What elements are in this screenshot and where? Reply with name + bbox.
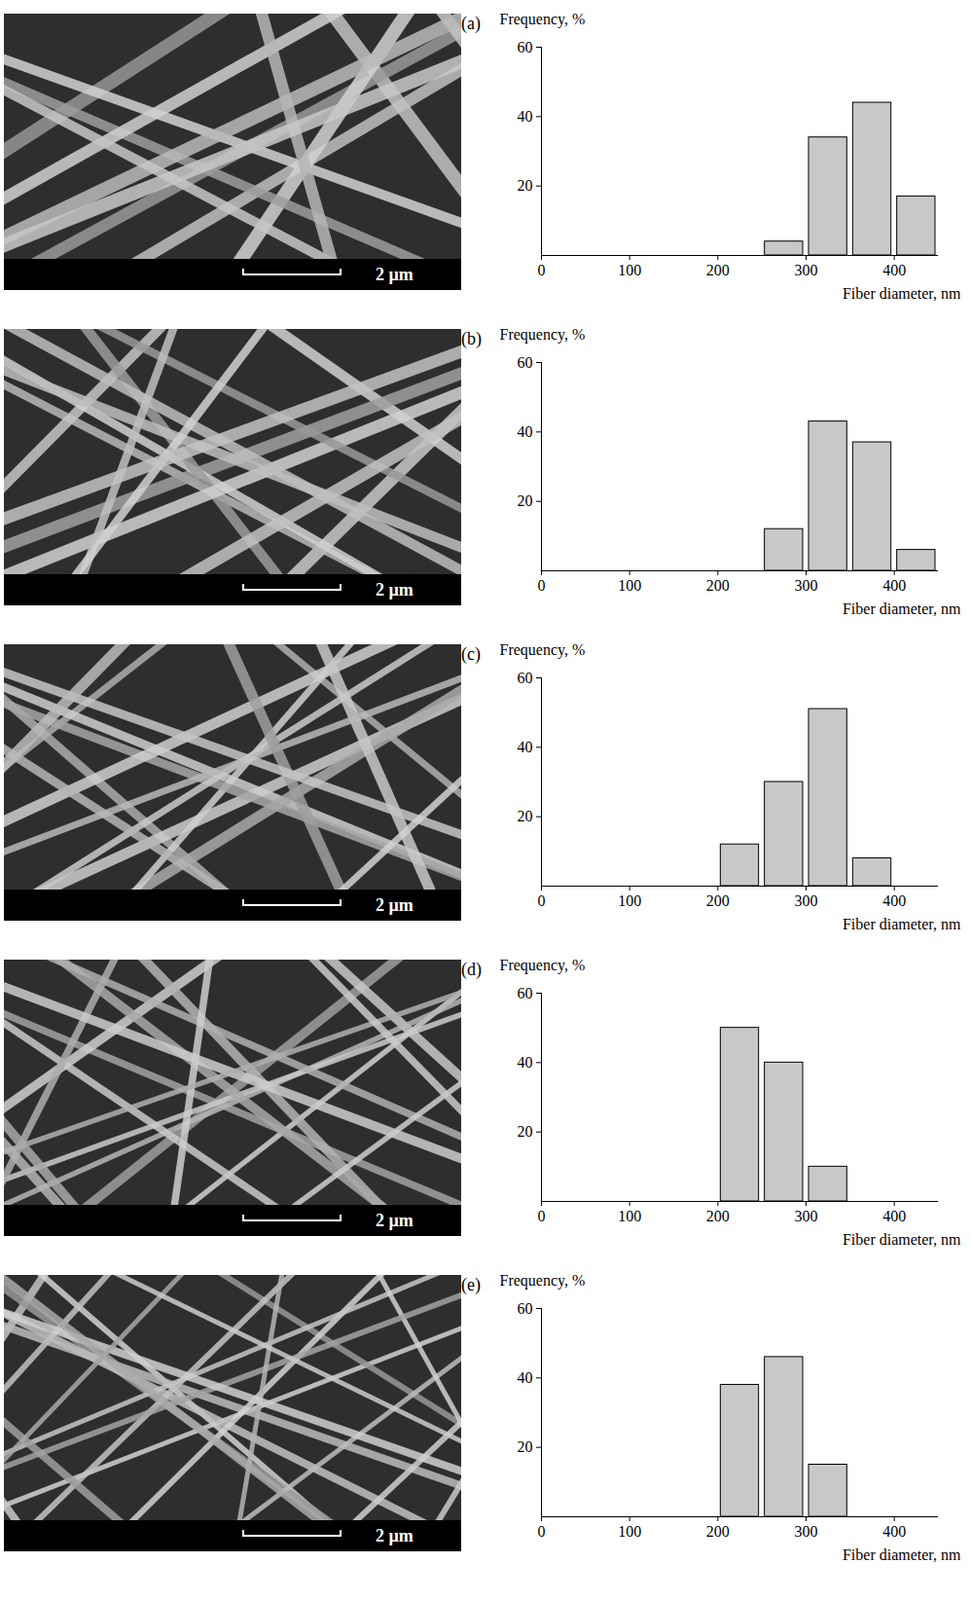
svg-text:100: 100 (617, 892, 642, 909)
svg-text:Fiber diameter, nm: Fiber diameter, nm (842, 1546, 962, 1563)
svg-text:Frequency, %: Frequency, % (500, 325, 586, 344)
svg-text:0: 0 (538, 1207, 546, 1224)
svg-text:100: 100 (617, 1207, 642, 1224)
html-text:(e): (e) (461, 1274, 481, 1295)
svg-text:20: 20 (517, 492, 534, 509)
svg-text:2 µm: 2 µm (375, 579, 414, 600)
svg-text:100: 100 (617, 1522, 642, 1540)
html-text:(d): (d) (461, 959, 482, 979)
svg-text:300: 300 (794, 892, 819, 909)
svg-text:60: 60 (517, 669, 534, 686)
svg-text:Frequency, %: Frequency, % (500, 1271, 586, 1290)
svg-text:Frequency, %: Frequency, % (500, 956, 586, 974)
svg-text:60: 60 (517, 984, 534, 1002)
svg-text:200: 200 (706, 261, 730, 279)
svg-text:40: 40 (517, 423, 534, 440)
svg-text:400: 400 (882, 1207, 906, 1224)
svg-text:2 µm: 2 µm (375, 895, 414, 915)
svg-text:60: 60 (517, 1299, 534, 1317)
svg-text:40: 40 (517, 1368, 534, 1386)
svg-text:400: 400 (882, 576, 906, 594)
svg-text:0: 0 (538, 1522, 546, 1540)
svg-text:60: 60 (517, 38, 534, 56)
svg-text:Frequency, %: Frequency, % (500, 641, 586, 659)
svg-text:Fiber diameter, nm: Fiber diameter, nm (842, 1230, 962, 1248)
svg-text:40: 40 (517, 1053, 534, 1071)
svg-text:300: 300 (794, 1522, 819, 1540)
svg-text:400: 400 (882, 1522, 906, 1540)
svg-text:20: 20 (517, 1438, 534, 1455)
svg-text:300: 300 (794, 1207, 819, 1224)
svg-text:2 µm: 2 µm (375, 1525, 414, 1546)
svg-text:200: 200 (706, 1522, 730, 1540)
svg-text:200: 200 (706, 892, 730, 909)
svg-text:20: 20 (517, 807, 534, 825)
svg-text:40: 40 (517, 738, 534, 756)
svg-text:200: 200 (706, 1207, 730, 1224)
html-text:(c): (c) (461, 644, 481, 664)
svg-text:Fiber diameter, nm: Fiber diameter, nm (842, 915, 962, 933)
html-text:(b): (b) (461, 328, 482, 349)
svg-text:40: 40 (517, 107, 534, 125)
html-text:(a): (a) (461, 13, 481, 34)
svg-text:0: 0 (538, 892, 546, 909)
svg-text:200: 200 (706, 576, 730, 594)
svg-text:300: 300 (794, 576, 819, 594)
svg-text:Fiber diameter, nm: Fiber diameter, nm (842, 285, 962, 302)
svg-text:0: 0 (538, 576, 546, 594)
svg-text:Fiber diameter, nm: Fiber diameter, nm (842, 600, 962, 617)
svg-text:100: 100 (617, 576, 642, 594)
svg-text:400: 400 (882, 261, 906, 279)
svg-text:400: 400 (882, 892, 906, 909)
svg-text:100: 100 (617, 261, 642, 279)
svg-text:300: 300 (794, 261, 819, 279)
svg-text:60: 60 (517, 354, 534, 371)
svg-text:20: 20 (517, 1122, 534, 1140)
svg-text:2 µm: 2 µm (375, 264, 414, 285)
svg-text:20: 20 (517, 177, 534, 194)
svg-text:Frequency, %: Frequency, % (500, 10, 586, 29)
svg-text:2 µm: 2 µm (375, 1210, 414, 1230)
svg-text:0: 0 (538, 261, 546, 279)
